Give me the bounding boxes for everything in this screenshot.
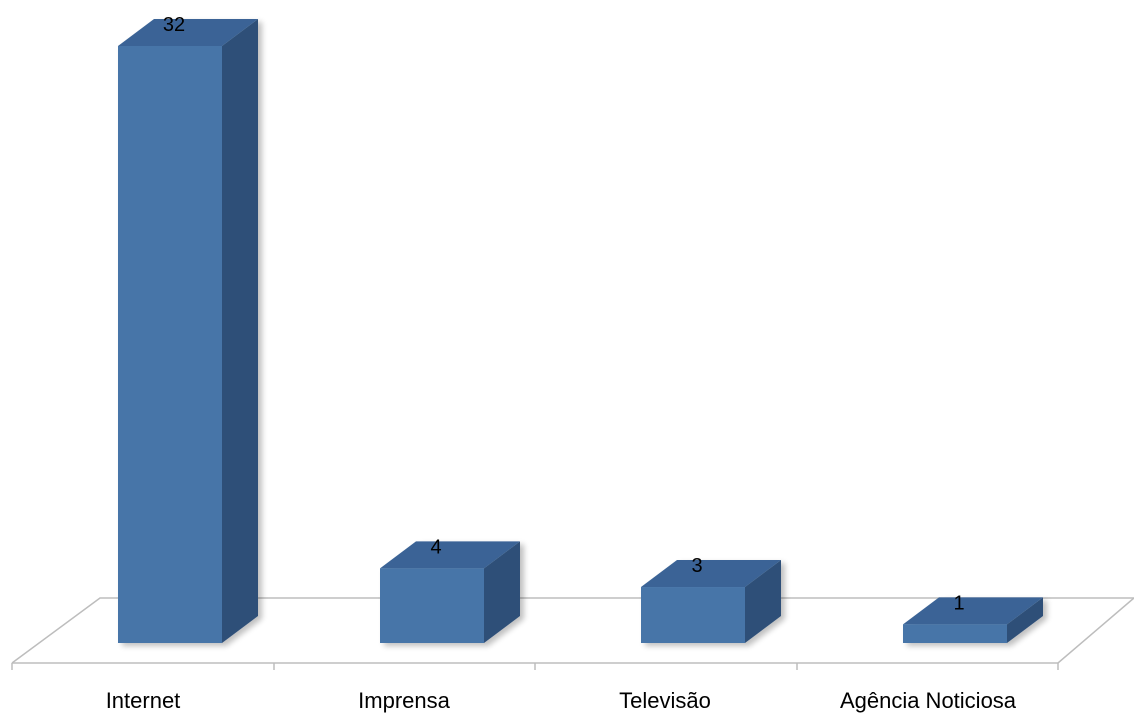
floor-back-edge [11, 597, 1134, 664]
bar-front-face [380, 568, 484, 643]
bar [641, 560, 781, 643]
data-label: 3 [691, 555, 702, 577]
bar-front-face [903, 624, 1007, 643]
bar-top-face [380, 541, 520, 569]
bar-top-face [903, 597, 1043, 625]
x-tick-label: Agência Noticiosa [840, 688, 1017, 713]
data-label: 4 [430, 536, 441, 558]
bar-side-face [222, 19, 258, 643]
floor-tick-marks [11, 663, 1059, 670]
bar-front-face [118, 46, 222, 643]
bars-group [118, 19, 1043, 643]
chart-floor [11, 597, 1134, 670]
bar [380, 541, 520, 643]
bar-side-face [484, 541, 520, 643]
data-label: 32 [163, 14, 185, 36]
bar-top-face [641, 560, 781, 588]
bar-front-face [641, 587, 745, 643]
data-labels: 32 4 3 1 [163, 14, 965, 614]
x-tick-label: Internet [106, 688, 181, 713]
bar-side-face [1007, 597, 1043, 643]
bar-side-face [745, 560, 781, 643]
bar [118, 19, 258, 643]
bar-top-face [118, 19, 258, 46]
data-label: 1 [953, 592, 964, 614]
x-tick-label: Televisão [619, 688, 711, 713]
x-axis-tick-labels: Internet Imprensa Televisão Agência Noti… [106, 688, 1017, 713]
x-tick-label: Imprensa [358, 688, 450, 713]
bar [903, 597, 1043, 643]
